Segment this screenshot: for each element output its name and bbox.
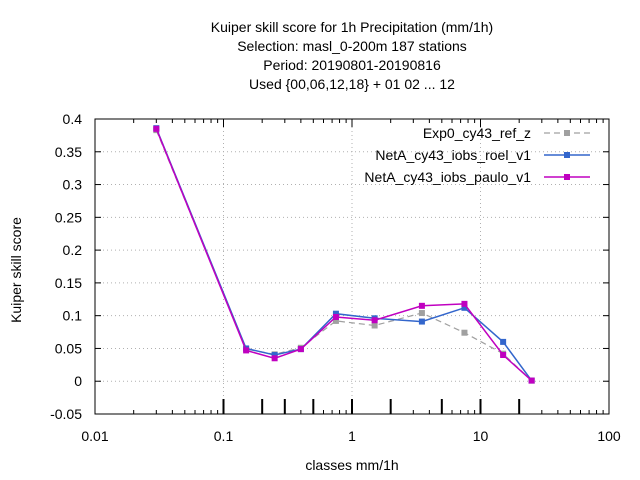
x-tick-label: 0.1 xyxy=(214,428,234,444)
y-tick-label: 0.05 xyxy=(55,340,82,356)
legend-label: NetA_cy43_iobs_roel_v1 xyxy=(375,147,531,163)
data-point xyxy=(271,355,278,362)
data-point xyxy=(418,318,425,325)
legend-marker xyxy=(564,174,570,180)
chart-series xyxy=(153,125,535,384)
chart-title-line: Period: 20190801-20190816 xyxy=(263,57,441,73)
data-point xyxy=(500,338,507,345)
y-tick-label: 0.1 xyxy=(63,308,83,324)
chart-title-line: Kuiper skill score for 1h Precipitation … xyxy=(211,19,493,35)
data-point xyxy=(297,346,304,353)
data-point xyxy=(271,352,278,358)
data-point xyxy=(528,377,535,384)
y-tick-label: 0.25 xyxy=(55,209,82,225)
data-point xyxy=(153,125,160,132)
data-point xyxy=(332,313,339,320)
chart-title-line: Used {00,06,12,18} + 01 02 ... 12 xyxy=(249,76,455,92)
series-line xyxy=(155,127,533,382)
x-axis-label: classes mm/1h xyxy=(305,457,398,473)
y-tick-label: 0.2 xyxy=(63,242,83,258)
data-point xyxy=(461,329,468,336)
data-point xyxy=(461,304,468,311)
chart-grid xyxy=(94,118,610,415)
x-tick-label: 1 xyxy=(348,428,356,444)
y-tick-label: 0.4 xyxy=(63,111,83,127)
y-tick-label: 0.35 xyxy=(55,144,82,160)
data-point xyxy=(371,322,378,329)
y-axis-ticks: -0.05 0 0.05 0.1 0.15 0.2 0.25 0.3 0.35 0.4 xyxy=(50,111,609,422)
series-line xyxy=(155,129,533,382)
y-tick-label: 0.15 xyxy=(55,275,82,291)
data-point xyxy=(461,300,468,307)
x-tick-label: 10 xyxy=(473,428,489,444)
legend-marker xyxy=(564,130,570,136)
y-axis-label: Kuiper skill score xyxy=(8,217,24,323)
y-tick-label: -0.05 xyxy=(50,406,82,422)
x-axis-ticks: 0.01 0.1 1 10 100 xyxy=(81,119,621,444)
data-point xyxy=(418,310,425,317)
chart-title: Kuiper skill score for 1h Precipitation … xyxy=(211,19,493,92)
x-tick-label: 100 xyxy=(597,428,621,444)
y-tick-label: 0 xyxy=(74,373,82,389)
chart-title-line: Selection: masl_0-200m 187 stations xyxy=(237,38,467,54)
x-tick-label: 0.01 xyxy=(81,428,108,444)
data-point xyxy=(332,317,339,324)
data-point xyxy=(332,310,339,317)
data-point xyxy=(371,317,378,324)
data-point xyxy=(418,302,425,309)
legend-marker xyxy=(564,152,570,158)
y-tick-label: 0.3 xyxy=(63,177,83,193)
legend-label: NetA_cy43_iobs_paulo_v1 xyxy=(364,169,531,185)
legend-label: Exp0_cy43_ref_z xyxy=(423,125,531,141)
series-line xyxy=(155,128,533,382)
chart-legend: Exp0_cy43_ref_z NetA_cy43_iobs_roel_v1 Net… xyxy=(364,125,590,185)
data-point xyxy=(243,347,250,354)
data-point xyxy=(500,352,507,358)
